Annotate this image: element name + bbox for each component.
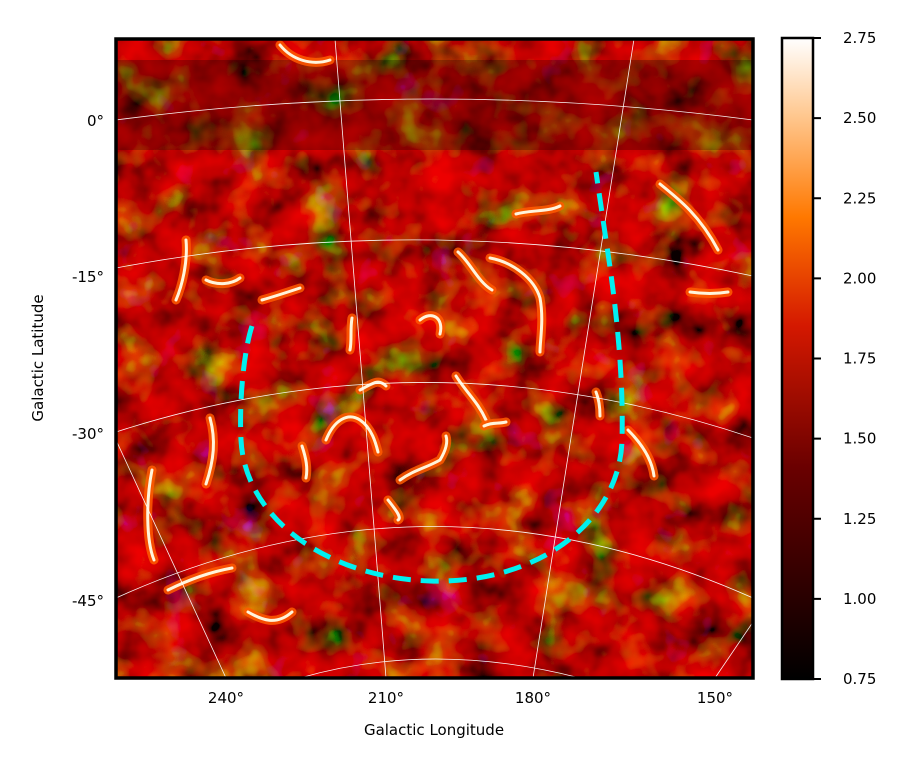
filament-core bbox=[260, 286, 302, 302]
filament-core bbox=[204, 276, 242, 286]
grid-lat-60 bbox=[299, 658, 581, 678]
y-tick-15: -15° bbox=[72, 268, 104, 286]
x-tick-180: 180° bbox=[515, 689, 551, 707]
colorbar: 0.75 1.00 1.25 1.50 1.75 2.00 2.25 2.50 2.75 bbox=[780, 29, 876, 688]
filament-core bbox=[174, 238, 188, 302]
filament-core bbox=[246, 610, 294, 622]
x-tick-210: 210° bbox=[368, 689, 404, 707]
filament-core bbox=[626, 428, 656, 478]
filament-core bbox=[658, 182, 720, 252]
filament-core bbox=[514, 204, 562, 216]
y-tick-45: -45° bbox=[72, 592, 104, 610]
colorbar-tick-label: 2.00 bbox=[843, 269, 876, 287]
grid-lat-0 bbox=[116, 98, 753, 121]
grid-lon-210 bbox=[334, 39, 387, 678]
colorbar-gradient bbox=[780, 36, 815, 681]
filament-core bbox=[418, 314, 443, 336]
grid-lon-150 bbox=[714, 621, 753, 678]
y-axis: 0° -15° -30° -45° bbox=[72, 112, 104, 610]
filament-core bbox=[166, 566, 234, 592]
y-tick-30: -30° bbox=[72, 425, 104, 443]
grid-lat-15 bbox=[116, 239, 753, 277]
filament-core bbox=[146, 468, 156, 562]
cyan-dashed-outline bbox=[238, 171, 625, 584]
filament-core bbox=[594, 390, 602, 418]
coordinate-grid bbox=[116, 39, 753, 678]
y-axis-label: Galactic Latitude bbox=[29, 294, 47, 421]
colorbar-tick-label: 0.75 bbox=[843, 670, 876, 688]
filament-core bbox=[278, 43, 332, 64]
grid-lon-180 bbox=[532, 39, 635, 678]
grid-lon-240 bbox=[116, 439, 227, 678]
filament-core bbox=[204, 416, 215, 486]
filament-core bbox=[300, 444, 309, 480]
x-tick-240: 240° bbox=[208, 689, 244, 707]
colorbar-tick-label: 2.75 bbox=[843, 29, 876, 47]
x-axis: 240° 210° 180° 150° bbox=[208, 689, 733, 707]
grid-lat-45 bbox=[116, 526, 753, 599]
colorbar-ticks: 0.75 1.00 1.25 1.50 1.75 2.00 2.25 2.50 2.75 bbox=[813, 29, 876, 688]
grid-lat-30 bbox=[116, 382, 753, 439]
colorbar-tick-label: 1.50 bbox=[843, 430, 876, 448]
filament-core bbox=[482, 420, 508, 428]
filament-core bbox=[386, 498, 401, 522]
filament-core bbox=[454, 374, 488, 422]
y-tick-0: 0° bbox=[87, 112, 104, 130]
colorbar-tick-label: 1.25 bbox=[843, 510, 876, 528]
filament-core bbox=[456, 250, 494, 292]
filament-core bbox=[398, 434, 449, 482]
colorbar-tick-label: 2.25 bbox=[843, 189, 876, 207]
filament-core bbox=[348, 316, 354, 352]
filament-core bbox=[488, 256, 544, 354]
colorbar-tick-label: 2.50 bbox=[843, 109, 876, 127]
x-axis-label: Galactic Longitude bbox=[364, 721, 504, 739]
filament-core bbox=[324, 415, 380, 454]
x-tick-150: 150° bbox=[697, 689, 733, 707]
colorbar-tick-label: 1.00 bbox=[843, 590, 876, 608]
bright-filaments bbox=[143, 40, 733, 625]
colorbar-tick-label: 1.75 bbox=[843, 350, 876, 368]
plot-frame bbox=[114, 37, 755, 680]
heatmap-field bbox=[116, 39, 753, 678]
filament-core bbox=[688, 290, 730, 295]
